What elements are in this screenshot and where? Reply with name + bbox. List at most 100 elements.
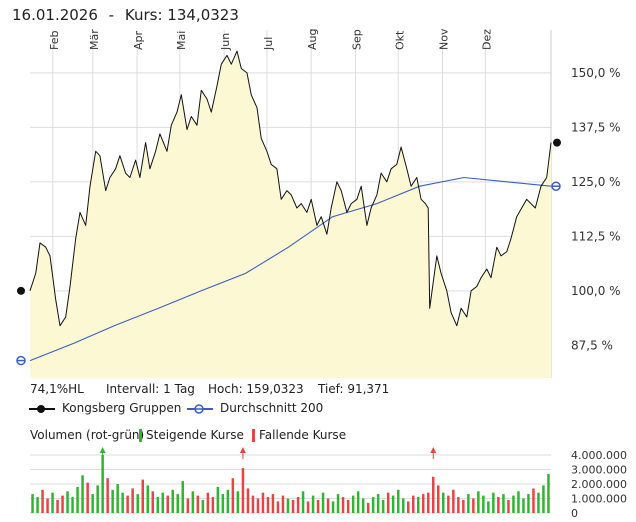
volume-bar	[141, 479, 144, 513]
volume-bar	[467, 494, 470, 513]
volume-bar	[336, 494, 340, 513]
volume-bar	[66, 491, 69, 514]
volume-bar	[407, 501, 410, 513]
volume-bar	[91, 494, 94, 513]
volume-bar	[276, 501, 280, 513]
volume-bar	[181, 481, 184, 513]
volume-bar	[492, 492, 495, 513]
volume-overflow-arrow	[99, 447, 106, 453]
volume-bar	[111, 489, 114, 513]
x-tick-label: Aug	[306, 29, 319, 50]
ma-series-line	[29, 176, 552, 362]
volume-bar	[51, 492, 54, 513]
volume-bar	[507, 499, 510, 513]
volume-bar	[326, 498, 330, 513]
volume-bar	[156, 497, 159, 513]
info-tief: Tief: 91,371	[318, 382, 390, 396]
volume-bar	[76, 486, 79, 513]
volume-bar	[417, 497, 420, 513]
y-tick-label: 137,5 %	[571, 120, 621, 134]
x-tick-label: Jun	[219, 33, 232, 51]
volume-bar	[361, 498, 365, 513]
volume-bar	[216, 486, 220, 513]
volume-bar	[116, 484, 119, 513]
volume-bar	[231, 478, 235, 513]
price-area	[30, 51, 551, 378]
volume-bar	[176, 494, 179, 513]
volume-bar	[251, 495, 255, 513]
volume-bar	[437, 485, 440, 513]
volume-bar	[201, 499, 205, 513]
x-tick-label: Mai	[175, 31, 188, 50]
x-tick-label: Feb	[48, 31, 61, 50]
volume-bar	[226, 489, 230, 513]
volume-bar	[281, 495, 285, 513]
y-tick-label: 150,0 %	[571, 66, 621, 80]
volume-bar	[321, 492, 325, 513]
volume-bar	[487, 501, 490, 513]
x-tick-label: Jul	[262, 37, 275, 51]
x-tick-label: Nov	[438, 28, 451, 50]
volume-bar	[61, 495, 64, 513]
header-date: 16.01.2026	[12, 6, 98, 24]
volume-bar	[457, 497, 460, 513]
x-tick-label: Mär	[88, 29, 101, 50]
volume-bar	[46, 498, 49, 513]
volume-bar	[191, 491, 195, 514]
price-series-line	[29, 50, 552, 327]
volume-bar	[171, 489, 174, 513]
volume-bar	[196, 495, 200, 513]
volume-bar	[81, 475, 84, 513]
volume-legend-title: Volumen (rot-grün)	[30, 428, 145, 442]
volume-bar	[517, 491, 520, 514]
volume-bar	[121, 492, 124, 513]
volume-tick-label: 1.000.000	[571, 493, 627, 506]
volume-bar	[432, 476, 435, 514]
volume-legend-down-swatch	[252, 429, 255, 442]
info-hl-pct: 74,1%HL	[30, 382, 84, 396]
volume-overflow-arrow	[430, 447, 437, 453]
volume-bar	[161, 492, 164, 513]
header-separator: -	[108, 6, 115, 24]
volume-bar	[356, 491, 360, 514]
chart-markers	[16, 138, 561, 366]
legend-series2-label: Durchschnitt 200	[220, 401, 324, 415]
volume-bar	[106, 478, 109, 513]
volume-bar	[256, 498, 260, 513]
volume-bar	[366, 502, 370, 513]
volume-bar	[41, 489, 44, 513]
volume-bar	[101, 455, 104, 513]
volume-overflow-arrow	[239, 447, 246, 453]
volume-bar	[316, 499, 320, 513]
price-end-marker	[553, 138, 561, 147]
x-tick-label: Sep	[350, 29, 363, 50]
volume-bar	[241, 468, 245, 513]
legend-series1-symbol	[29, 405, 55, 413]
y-tick-label: 100,0 %	[571, 284, 621, 298]
y-tick-label: 87,5 %	[571, 338, 613, 352]
header-kurs-value: 134,0323	[167, 6, 239, 24]
header-kurs-label: Kurs:	[124, 6, 163, 24]
volume-tick-label: 2.000.000	[571, 478, 627, 491]
volume-tick-label: 4.000.000	[571, 449, 627, 462]
info-intervall: Intervall: 1 Tag	[106, 382, 195, 396]
volume-bar	[131, 488, 134, 513]
volume-bar	[301, 491, 305, 514]
volume-bar	[447, 495, 450, 513]
price-line	[29, 50, 552, 327]
volume-tick-label: 3.000.000	[571, 464, 627, 477]
volume-bar	[472, 498, 475, 513]
legend-series1-label: Kongsberg Gruppen	[62, 401, 182, 415]
volume-bar	[547, 473, 550, 513]
volume-bar	[306, 501, 310, 513]
volume-bar	[512, 495, 515, 513]
volume-bar	[151, 491, 154, 514]
volume-bar	[261, 492, 265, 513]
ma-line	[29, 176, 552, 362]
volume-bar	[346, 499, 350, 513]
volume-bar	[502, 494, 505, 513]
y-axis-labels: 87,5 % 100,0 % 112,5 % 125,0 % 137,5 % 150,0 …	[571, 66, 621, 352]
volume-bar	[271, 494, 275, 513]
